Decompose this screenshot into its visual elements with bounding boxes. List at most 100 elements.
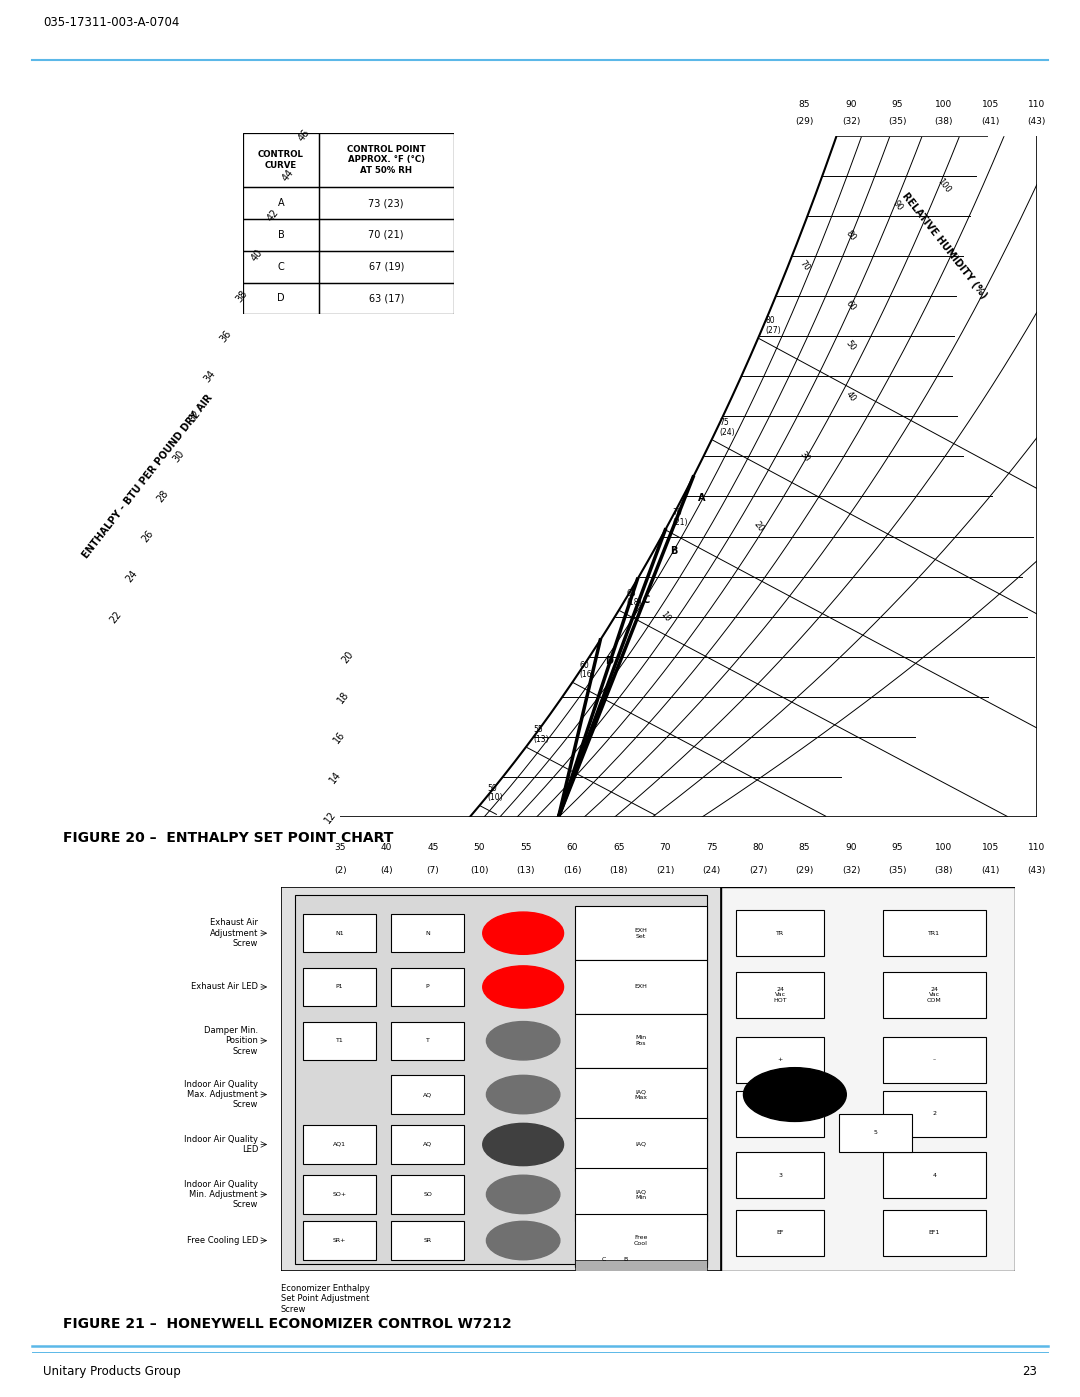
Text: –: –	[933, 1058, 936, 1063]
Bar	[302, 1175, 376, 1214]
Text: (32): (32)	[841, 117, 861, 126]
Bar	[575, 1067, 706, 1122]
Text: 36: 36	[218, 328, 233, 344]
Text: 80
(27): 80 (27)	[766, 316, 781, 335]
Text: FIGURE 20 –  ENTHALPY SET POINT CHART: FIGURE 20 – ENTHALPY SET POINT CHART	[63, 831, 393, 845]
Text: (21): (21)	[656, 866, 675, 876]
Bar	[391, 1221, 464, 1260]
Text: EXH: EXH	[634, 985, 647, 989]
Circle shape	[743, 1067, 847, 1122]
Text: B: B	[278, 231, 284, 240]
Bar	[302, 1221, 376, 1260]
Text: 70: 70	[660, 844, 671, 852]
Text: 60: 60	[845, 299, 858, 313]
Text: 100: 100	[935, 176, 953, 194]
Bar	[391, 1021, 464, 1060]
Text: (18): (18)	[609, 866, 629, 876]
Text: FIGURE 21 –  HONEYWELL ECONOMIZER CONTROL W7212: FIGURE 21 – HONEYWELL ECONOMIZER CONTROL…	[63, 1316, 512, 1331]
Text: 32: 32	[187, 408, 202, 425]
Text: SR: SR	[423, 1238, 432, 1243]
Text: (13): (13)	[516, 866, 536, 876]
Text: (32): (32)	[841, 866, 861, 876]
Text: APPROXIMATE DRY BULB TEMPERATURE - °F (°C): APPROXIMATE DRY BULB TEMPERATURE - °F (°…	[546, 891, 831, 901]
Text: 67 (19): 67 (19)	[368, 261, 404, 271]
Text: 95: 95	[892, 844, 903, 852]
Circle shape	[486, 1221, 559, 1260]
Text: (43): (43)	[1027, 866, 1047, 876]
Bar	[721, 887, 1015, 1271]
Text: Indoor Air Quality
Max. Adjustment
Screw: Indoor Air Quality Max. Adjustment Screw	[184, 1080, 258, 1109]
Text: C: C	[278, 261, 284, 271]
Text: 4: 4	[932, 1172, 936, 1178]
Circle shape	[483, 1123, 564, 1165]
Text: 46: 46	[296, 127, 312, 144]
Text: 035-17311-003-A-0704: 035-17311-003-A-0704	[43, 15, 179, 29]
Bar	[319, 133, 454, 187]
Text: TR1: TR1	[929, 930, 941, 936]
Text: AQ1: AQ1	[333, 1141, 346, 1147]
Bar	[575, 960, 706, 1014]
Text: T: T	[426, 1038, 430, 1044]
Text: 16: 16	[332, 729, 347, 745]
Text: 80: 80	[845, 229, 858, 243]
Bar	[883, 1037, 986, 1083]
Text: 100: 100	[935, 844, 953, 852]
Text: T1: T1	[336, 1038, 343, 1044]
Circle shape	[486, 1021, 559, 1060]
Text: 14: 14	[327, 770, 342, 785]
Circle shape	[483, 965, 564, 1009]
Text: 50: 50	[845, 339, 858, 353]
Text: 40: 40	[381, 844, 392, 852]
Text: (41): (41)	[981, 117, 1000, 126]
Text: 40: 40	[249, 247, 265, 264]
Text: 85: 85	[799, 99, 810, 109]
Bar	[575, 907, 706, 960]
Text: (29): (29)	[795, 866, 814, 876]
Text: SO+: SO+	[333, 1192, 347, 1197]
Bar	[737, 972, 824, 1017]
Bar	[575, 1118, 706, 1171]
Text: CONTROL
CURVE: CONTROL CURVE	[258, 151, 303, 169]
Text: 1: 1	[779, 1111, 782, 1116]
Text: Min
Pos: Min Pos	[635, 1035, 646, 1046]
Bar	[302, 914, 376, 953]
Text: 23: 23	[1022, 1365, 1037, 1379]
Text: (24): (24)	[703, 866, 720, 876]
Text: 70: 70	[798, 258, 811, 272]
Text: 20: 20	[752, 520, 765, 534]
Circle shape	[486, 1175, 559, 1214]
Text: 90: 90	[846, 99, 856, 109]
Bar	[575, 1168, 706, 1221]
Bar	[243, 219, 319, 251]
Text: (16): (16)	[563, 866, 582, 876]
Text: 70 (21): 70 (21)	[368, 231, 404, 240]
Text: 35: 35	[335, 844, 346, 852]
Text: 50
(10): 50 (10)	[487, 784, 502, 802]
Text: 44: 44	[281, 168, 296, 183]
Text: 22: 22	[108, 609, 124, 624]
Text: (38): (38)	[934, 117, 954, 126]
Text: D: D	[605, 657, 613, 666]
Text: 26: 26	[139, 528, 156, 545]
Text: (35): (35)	[888, 866, 907, 876]
Bar	[391, 914, 464, 953]
Text: 75
(24): 75 (24)	[719, 418, 734, 437]
Text: 28: 28	[156, 489, 171, 504]
Text: P1: P1	[336, 985, 343, 989]
Text: RELATIVE HUMIDITY (%): RELATIVE HUMIDITY (%)	[900, 191, 988, 300]
Text: D: D	[278, 293, 285, 303]
Text: 40: 40	[845, 390, 858, 404]
Text: 105: 105	[982, 844, 999, 852]
Text: 18: 18	[336, 689, 351, 705]
Text: CONTROL POINT
APPROX. °F (°C)
AT 50% RH: CONTROL POINT APPROX. °F (°C) AT 50% RH	[347, 145, 426, 175]
Text: A: A	[698, 493, 705, 503]
Text: 34: 34	[202, 369, 218, 384]
Bar	[737, 1210, 824, 1256]
Text: Indoor Air Quality
LED: Indoor Air Quality LED	[184, 1134, 258, 1154]
Text: 60
(16): 60 (16)	[580, 661, 595, 679]
Bar	[883, 1091, 986, 1137]
Text: 3: 3	[779, 1172, 782, 1178]
Text: C: C	[602, 1257, 606, 1263]
Bar	[319, 219, 454, 251]
Bar	[302, 1126, 376, 1164]
